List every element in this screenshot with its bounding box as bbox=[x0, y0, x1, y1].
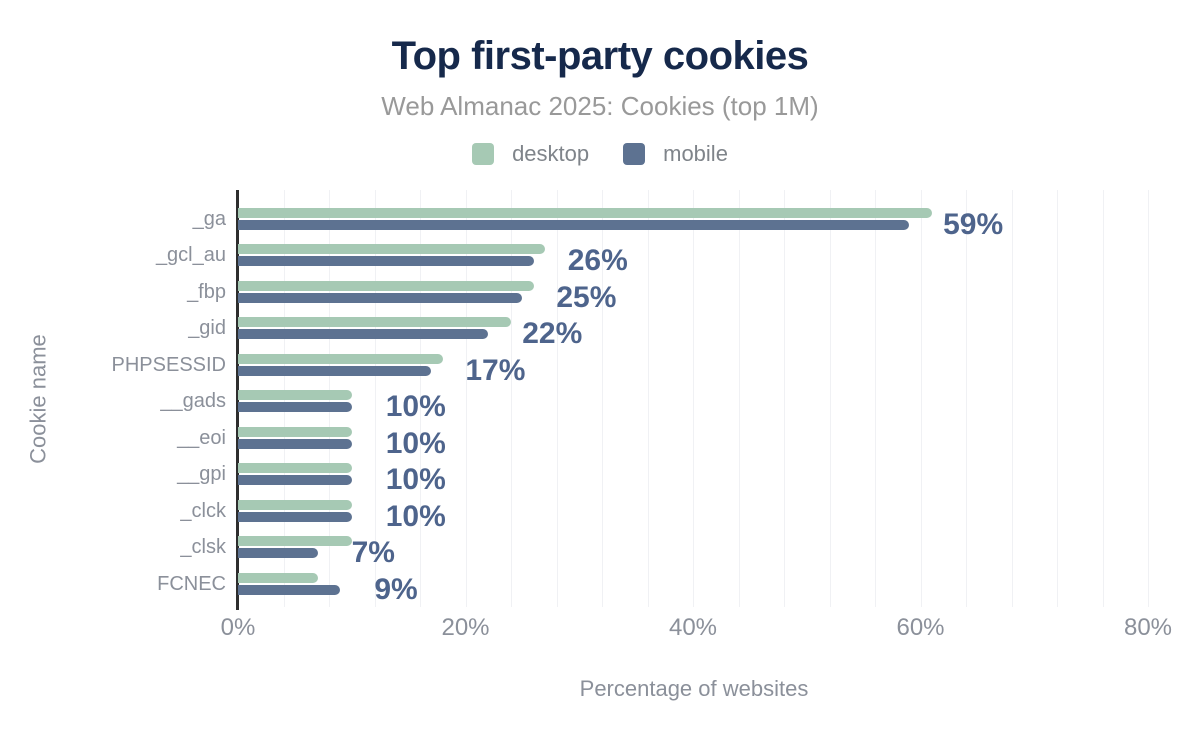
gridline-80pct bbox=[1148, 190, 1149, 607]
category-label-__gpi: __gpi bbox=[177, 463, 226, 486]
bar-mobile-_clsk[interactable] bbox=[238, 548, 318, 559]
bar-desktop-_ga[interactable] bbox=[238, 208, 932, 218]
value-label-__eoi: 10% bbox=[385, 426, 446, 460]
category-label-_clsk: _clsk bbox=[180, 536, 226, 559]
bar-mobile-_fbp[interactable] bbox=[238, 292, 523, 303]
value-label-_gcl_au: 26% bbox=[567, 244, 628, 278]
chart-subtitle: Web Almanac 2025: Cookies (top 1M) bbox=[381, 91, 819, 121]
legend: desktop mobile bbox=[0, 141, 1200, 167]
bar-desktop-_clck[interactable] bbox=[238, 499, 352, 510]
gridline-36pct bbox=[647, 190, 649, 607]
x-tick-label-80: 80% bbox=[1123, 614, 1173, 641]
gridline-60pct bbox=[920, 190, 922, 607]
bar-desktop-__gads[interactable] bbox=[238, 390, 352, 401]
x-tick-label-60: 60% bbox=[896, 614, 945, 641]
legend-item-desktop[interactable]: desktop bbox=[472, 141, 589, 167]
gridline-76pct bbox=[1102, 190, 1104, 607]
legend-label-mobile: mobile bbox=[663, 141, 728, 166]
bar-desktop-PHPSESSID[interactable] bbox=[238, 353, 443, 364]
bar-mobile-_clck[interactable] bbox=[238, 511, 352, 522]
value-label-_fbp: 25% bbox=[556, 280, 617, 314]
bar-desktop-_clsk[interactable] bbox=[238, 536, 352, 547]
category-label-_fbp: _fbp bbox=[187, 280, 226, 303]
bar-mobile-_gid[interactable] bbox=[238, 329, 489, 340]
value-label-FCNEC: 9% bbox=[374, 572, 418, 606]
category-label-__eoi: __eoi bbox=[177, 426, 226, 449]
bar-mobile-__gpi[interactable] bbox=[238, 475, 352, 486]
gridline-12pct bbox=[374, 190, 376, 607]
gridline-16pct bbox=[420, 190, 421, 607]
gridline-64pct bbox=[966, 190, 967, 607]
bar-desktop-FCNEC[interactable] bbox=[238, 572, 318, 583]
value-label-PHPSESSID: 17% bbox=[465, 353, 526, 387]
gridline-68pct bbox=[1011, 190, 1013, 607]
value-label-__gpi: 10% bbox=[385, 463, 446, 497]
gridline-52pct bbox=[829, 190, 831, 607]
gridline-44pct bbox=[738, 190, 740, 607]
bar-desktop-__gpi[interactable] bbox=[238, 463, 352, 474]
value-label-_ga: 59% bbox=[943, 208, 1004, 241]
bar-mobile-_ga[interactable] bbox=[238, 220, 910, 230]
gridline-40pct bbox=[693, 190, 694, 607]
category-label-_clck: _clck bbox=[180, 499, 226, 522]
category-label-_ga: _ga bbox=[192, 208, 226, 230]
category-label-__gads: __gads bbox=[160, 390, 226, 413]
category-label-_gcl_au: _gcl_au bbox=[155, 244, 226, 267]
category-label-PHPSESSID: PHPSESSID bbox=[111, 353, 226, 376]
x-axis-title: Percentage of websites bbox=[579, 676, 809, 701]
category-label-FCNEC: FCNEC bbox=[157, 572, 226, 595]
chart-title: Top first-party cookies bbox=[391, 34, 809, 78]
bar-mobile-FCNEC[interactable] bbox=[238, 584, 341, 595]
bar-desktop-__eoi[interactable] bbox=[238, 426, 352, 437]
gridline-32pct bbox=[602, 190, 603, 607]
legend-swatch-mobile bbox=[623, 143, 646, 165]
bar-mobile-__eoi[interactable] bbox=[238, 438, 352, 449]
bar-mobile-__gads[interactable] bbox=[238, 402, 352, 413]
bar-desktop-_fbp[interactable] bbox=[238, 280, 534, 291]
legend-item-mobile[interactable]: mobile bbox=[623, 141, 728, 167]
x-tick-label-0: 0% bbox=[220, 614, 256, 641]
value-label-_clsk: 7% bbox=[351, 536, 395, 570]
bar-mobile-PHPSESSID[interactable] bbox=[238, 365, 432, 376]
x-tick-label-20: 20% bbox=[441, 614, 490, 641]
y-axis-line bbox=[236, 190, 239, 610]
gridline-72pct bbox=[1057, 190, 1058, 607]
gridline-56pct bbox=[875, 190, 876, 607]
legend-swatch-desktop bbox=[472, 143, 495, 165]
gridline-28pct bbox=[556, 190, 558, 607]
x-tick-label-40: 40% bbox=[668, 614, 718, 641]
gridline-48pct bbox=[784, 190, 785, 607]
bar-desktop-_gid[interactable] bbox=[238, 317, 511, 328]
gridline-24pct bbox=[511, 190, 512, 607]
value-label-_gid: 22% bbox=[522, 317, 583, 351]
value-label-__gads: 10% bbox=[385, 390, 446, 424]
y-axis-title: Cookie name bbox=[25, 334, 51, 464]
legend-label-desktop: desktop bbox=[512, 141, 590, 166]
category-label-_gid: _gid bbox=[188, 317, 226, 340]
bar-desktop-_gcl_au[interactable] bbox=[238, 244, 546, 255]
value-label-_clck: 10% bbox=[385, 499, 446, 533]
bar-mobile-_gcl_au[interactable] bbox=[238, 256, 534, 267]
gridline-20pct bbox=[465, 190, 467, 607]
